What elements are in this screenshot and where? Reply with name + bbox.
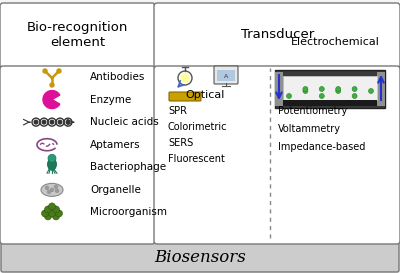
Circle shape: [48, 190, 50, 193]
FancyBboxPatch shape: [154, 66, 400, 244]
Text: Bacteriophage: Bacteriophage: [90, 162, 166, 172]
FancyBboxPatch shape: [275, 72, 283, 106]
Circle shape: [368, 88, 374, 93]
Circle shape: [54, 185, 58, 188]
Ellipse shape: [48, 158, 56, 170]
FancyBboxPatch shape: [275, 70, 385, 108]
Circle shape: [43, 69, 47, 73]
Circle shape: [44, 206, 52, 213]
Text: Microorganism: Microorganism: [90, 207, 167, 217]
Text: A: A: [224, 73, 228, 79]
Text: Enzyme: Enzyme: [90, 94, 131, 105]
Text: Fluorescent: Fluorescent: [168, 154, 225, 164]
Text: Bio-recognition
element: Bio-recognition element: [27, 21, 128, 49]
Circle shape: [42, 210, 48, 217]
FancyBboxPatch shape: [0, 3, 155, 68]
Circle shape: [56, 189, 58, 192]
Circle shape: [336, 88, 341, 93]
Circle shape: [336, 87, 341, 91]
Text: Voltammetry: Voltammetry: [278, 124, 341, 134]
Text: Impedance-based: Impedance-based: [278, 142, 365, 152]
FancyBboxPatch shape: [169, 92, 201, 101]
Ellipse shape: [41, 183, 63, 196]
Text: Colorimetric: Colorimetric: [168, 122, 228, 132]
Text: Nucleic acids: Nucleic acids: [90, 117, 159, 127]
Text: Organelle: Organelle: [90, 185, 141, 195]
Circle shape: [48, 210, 56, 217]
FancyBboxPatch shape: [214, 66, 238, 84]
FancyBboxPatch shape: [0, 66, 155, 244]
Circle shape: [180, 73, 190, 83]
Text: Electrochemical: Electrochemical: [290, 37, 380, 47]
Circle shape: [58, 120, 62, 124]
Circle shape: [48, 203, 56, 210]
Circle shape: [57, 69, 61, 73]
Text: SERS: SERS: [168, 138, 193, 148]
Circle shape: [50, 188, 54, 191]
Circle shape: [52, 206, 60, 213]
Text: Aptamers: Aptamers: [90, 140, 141, 150]
Circle shape: [50, 83, 54, 87]
Circle shape: [46, 186, 48, 189]
Circle shape: [66, 120, 70, 124]
Circle shape: [352, 93, 357, 99]
FancyBboxPatch shape: [377, 72, 385, 106]
Circle shape: [319, 87, 324, 91]
Circle shape: [42, 120, 46, 124]
Text: Potentiometry: Potentiometry: [278, 106, 347, 116]
FancyBboxPatch shape: [217, 70, 235, 81]
Circle shape: [303, 87, 308, 91]
Circle shape: [52, 213, 60, 220]
Text: Antibodies: Antibodies: [90, 72, 145, 82]
Text: Optical: Optical: [185, 90, 225, 100]
Circle shape: [352, 87, 357, 91]
FancyBboxPatch shape: [283, 76, 377, 100]
Circle shape: [319, 93, 324, 99]
Wedge shape: [43, 91, 60, 109]
Circle shape: [34, 120, 38, 124]
FancyBboxPatch shape: [1, 242, 399, 272]
Circle shape: [303, 88, 308, 93]
Text: SPR: SPR: [168, 106, 187, 116]
Text: Transducer: Transducer: [241, 28, 314, 41]
Circle shape: [44, 213, 52, 220]
Circle shape: [48, 154, 56, 162]
Circle shape: [50, 120, 54, 124]
Circle shape: [286, 93, 292, 99]
FancyBboxPatch shape: [283, 100, 377, 106]
Circle shape: [56, 210, 62, 217]
FancyBboxPatch shape: [154, 3, 400, 68]
Text: Biosensors: Biosensors: [154, 250, 246, 266]
